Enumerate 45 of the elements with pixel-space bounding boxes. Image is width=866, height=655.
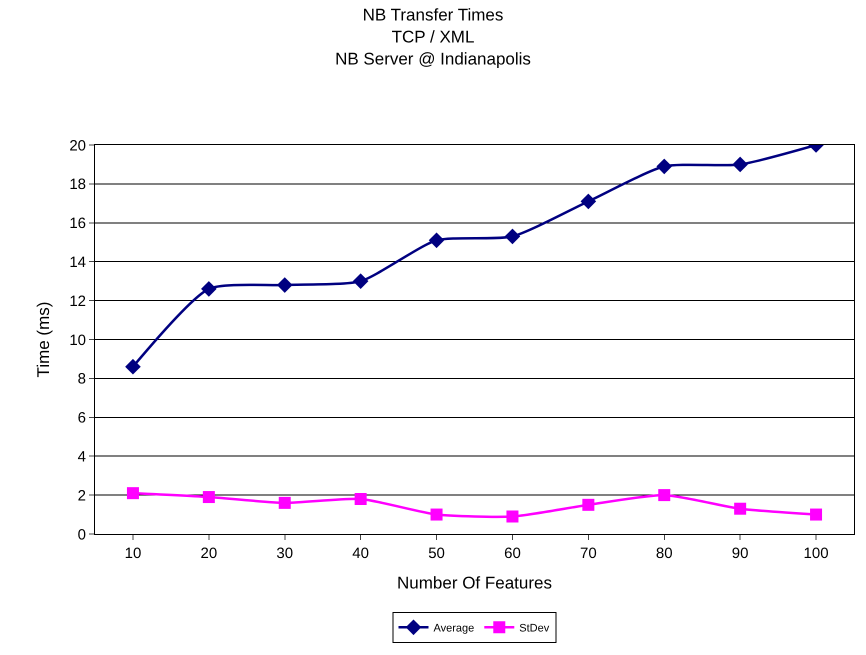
point bbox=[428, 232, 444, 248]
point bbox=[202, 491, 215, 504]
legend-label: StDev bbox=[519, 622, 550, 635]
x-tick-label: 60 bbox=[504, 545, 521, 562]
x-tick-label: 80 bbox=[656, 545, 673, 562]
point bbox=[658, 489, 670, 502]
point bbox=[430, 508, 443, 521]
y-tick-label: 10 bbox=[69, 332, 86, 349]
y-tick-label: 14 bbox=[69, 254, 86, 271]
point bbox=[201, 281, 217, 297]
point bbox=[810, 508, 822, 521]
y-tick-label: 18 bbox=[69, 176, 86, 194]
point bbox=[125, 358, 141, 375]
chart-title: NB Transfer Times TCP / XML NB Server @ Indianapolis bbox=[335, 5, 531, 69]
y-tick-label: 4 bbox=[78, 448, 86, 466]
point bbox=[580, 194, 596, 210]
x-tick-label: 20 bbox=[200, 545, 218, 562]
y-tick-label: 8 bbox=[78, 370, 86, 388]
point bbox=[126, 487, 139, 500]
y-tick-label: 20 bbox=[69, 137, 86, 154]
point bbox=[582, 498, 594, 511]
point bbox=[734, 502, 746, 515]
y-tick-label: 16 bbox=[69, 215, 86, 232]
point bbox=[656, 158, 672, 174]
x-tick-label: 40 bbox=[352, 545, 369, 562]
x-tick-label: 90 bbox=[732, 545, 748, 562]
point bbox=[278, 496, 291, 509]
point bbox=[504, 228, 520, 244]
point bbox=[352, 273, 368, 289]
x-axis-title: Number Of Features bbox=[397, 573, 552, 592]
x-tick-label: 100 bbox=[804, 545, 829, 562]
y-tick-label: 12 bbox=[69, 292, 86, 310]
y-axis-title: Time (ms) bbox=[34, 302, 53, 378]
point bbox=[276, 277, 293, 293]
y-tick-label: 6 bbox=[78, 410, 86, 427]
legend-label: Average bbox=[434, 622, 474, 635]
point bbox=[354, 492, 367, 505]
x-tick-label: 30 bbox=[276, 545, 294, 562]
y-tick-label: 2 bbox=[78, 487, 86, 504]
x-tick-label: 70 bbox=[580, 545, 597, 562]
point bbox=[732, 156, 748, 172]
x-tick-label: 50 bbox=[428, 545, 445, 562]
y-tick-label: 0 bbox=[78, 526, 86, 544]
x-tick-label: 10 bbox=[124, 545, 142, 562]
point bbox=[506, 510, 518, 522]
